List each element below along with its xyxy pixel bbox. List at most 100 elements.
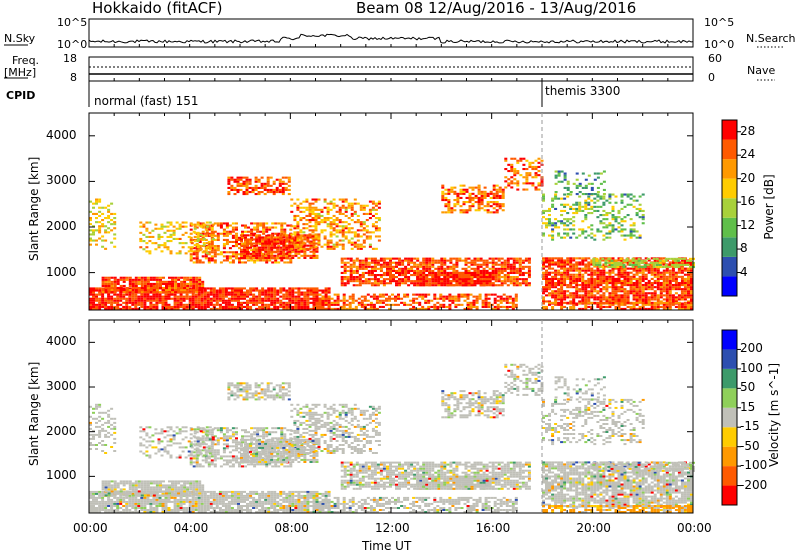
power-cell	[578, 288, 582, 291]
power-cell	[528, 182, 532, 185]
power-cell	[560, 282, 564, 285]
power-cell	[430, 299, 434, 302]
power-cell	[302, 206, 306, 209]
power-cell	[161, 295, 165, 298]
power-cell	[593, 273, 597, 276]
power-cell	[231, 228, 235, 231]
power-cell	[548, 301, 551, 304]
power-cell	[611, 228, 615, 231]
power-cell	[362, 204, 366, 207]
power-cell	[358, 263, 362, 266]
power-cell	[572, 273, 576, 276]
power-cell	[545, 290, 548, 293]
power-cell	[186, 282, 190, 285]
power-cell	[89, 301, 92, 304]
power-cell	[200, 301, 204, 304]
power-cell	[155, 287, 159, 290]
power-cell	[650, 301, 654, 304]
power-cell	[222, 232, 226, 235]
power-cell	[584, 259, 588, 262]
power-cell	[563, 301, 567, 304]
power-cell	[140, 303, 144, 306]
power-cell	[306, 293, 310, 296]
power-cell	[638, 301, 642, 304]
power-cell	[299, 231, 303, 234]
power-cell	[665, 282, 669, 285]
power-cell	[265, 259, 269, 262]
power-cell	[237, 305, 240, 308]
power-cell	[687, 288, 690, 291]
power-cell	[273, 236, 277, 239]
power-cell	[569, 265, 573, 268]
power-cell	[480, 190, 484, 193]
power-cell	[317, 235, 321, 238]
power-cell	[500, 265, 504, 268]
power-cell	[113, 291, 117, 294]
power-cell	[450, 186, 454, 189]
power-cell	[476, 278, 480, 281]
power-cell	[563, 205, 567, 208]
power-cell	[590, 232, 594, 235]
power-cell	[201, 236, 205, 239]
power-cell	[164, 297, 168, 300]
power-cell	[252, 256, 256, 259]
power-cell	[375, 307, 379, 310]
power-cell	[252, 250, 256, 253]
power-cell	[446, 280, 450, 283]
power-cell	[671, 259, 675, 262]
power-cell	[403, 295, 407, 298]
power-cell	[545, 261, 548, 264]
power-cell	[180, 287, 184, 290]
power-cell	[453, 186, 457, 189]
power-cell	[158, 293, 162, 296]
power-cell	[644, 300, 648, 303]
power-cell	[504, 168, 508, 171]
power-cell	[569, 275, 573, 278]
power-cell	[509, 267, 513, 270]
power-cell	[148, 240, 152, 243]
power-cell	[647, 269, 651, 272]
power-cell	[201, 287, 205, 290]
power-cell	[186, 287, 190, 290]
power-cell	[104, 289, 108, 292]
power-cell	[230, 186, 234, 189]
power-cell	[344, 235, 348, 238]
power-cell	[222, 228, 226, 231]
power-cell	[494, 284, 498, 287]
power-cell	[677, 294, 681, 297]
power-cell	[205, 221, 209, 224]
power-cell	[246, 295, 249, 298]
power-cell	[382, 274, 386, 277]
power-cell	[234, 289, 237, 292]
power-cell	[560, 261, 564, 264]
power-cell	[389, 278, 392, 281]
power-cell	[352, 278, 356, 281]
power-cell	[665, 288, 669, 291]
power-cell	[197, 297, 201, 300]
power-cell	[551, 279, 555, 282]
power-cell	[280, 224, 284, 227]
power-cell	[230, 176, 234, 179]
power-cell	[258, 254, 262, 257]
power-cell	[677, 305, 681, 308]
power-cell	[303, 244, 307, 247]
power-cell	[512, 269, 516, 272]
power-cell	[285, 307, 289, 310]
power-cell	[587, 193, 591, 196]
power-cell	[264, 289, 268, 292]
power-cell	[137, 278, 141, 281]
power-cell	[215, 291, 219, 294]
power-cell	[178, 237, 182, 240]
power-cell	[498, 190, 502, 193]
power-cell	[542, 296, 545, 299]
power-cell	[671, 286, 675, 289]
power-cell	[227, 191, 231, 194]
power-cell	[671, 275, 675, 278]
power-cell	[404, 265, 408, 268]
power-cell	[599, 214, 603, 217]
power-cell	[443, 263, 447, 266]
power-cell	[324, 287, 328, 290]
power-cell	[343, 278, 347, 281]
power-cell	[479, 265, 483, 268]
power-cell	[364, 257, 368, 260]
